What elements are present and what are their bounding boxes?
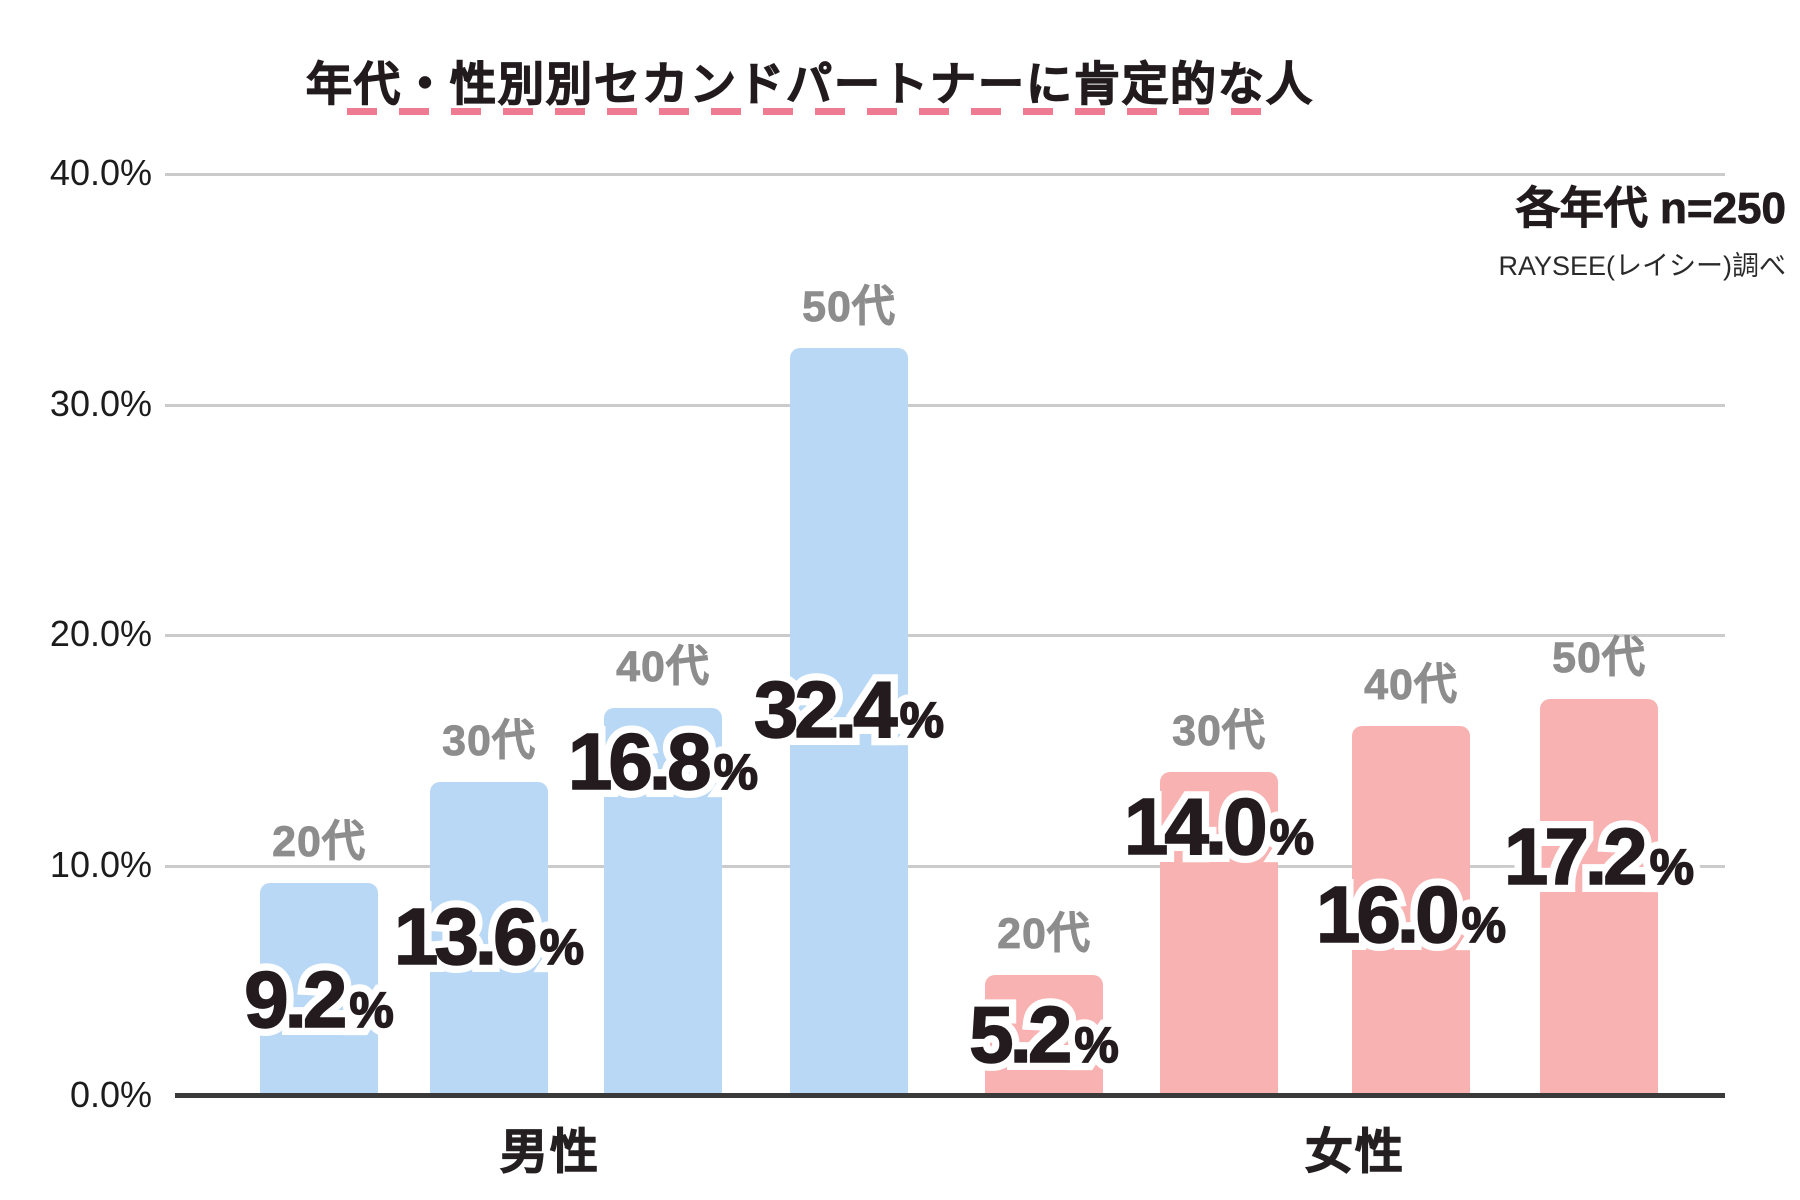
gridline-10pct bbox=[165, 865, 1725, 868]
value-label: 9.2% 9.2% bbox=[236, 952, 402, 1048]
sample-size-note: 各年代 n=250 bbox=[1515, 184, 1786, 234]
y-tick-30: 30.0% bbox=[49, 383, 152, 424]
value-label: 16.0% 16.0% bbox=[1308, 867, 1514, 963]
title-underline-dashed bbox=[347, 108, 1262, 115]
bar bbox=[1540, 699, 1658, 1095]
age-label: 50代 bbox=[1552, 634, 1646, 683]
value-label: 13.6% 13.6% bbox=[386, 889, 592, 985]
x-axis-line bbox=[175, 1093, 1725, 1098]
age-label: 30代 bbox=[442, 717, 536, 766]
bar bbox=[1352, 726, 1470, 1095]
y-tick-40: 40.0% bbox=[49, 152, 152, 193]
bar bbox=[1160, 772, 1278, 1095]
age-label: 50代 bbox=[802, 283, 896, 332]
age-label: 40代 bbox=[616, 643, 710, 692]
value-label: 17.2% 17.2% bbox=[1496, 809, 1702, 905]
value-label: 16.8% 16.8% bbox=[560, 714, 766, 810]
group-label-male: 男性 bbox=[499, 1126, 601, 1180]
gridline-40pct bbox=[165, 173, 1725, 176]
age-label: 20代 bbox=[272, 818, 366, 867]
value-label: 32.4% 32.4% bbox=[746, 662, 952, 758]
bar bbox=[985, 975, 1103, 1095]
gridline-30pct bbox=[165, 404, 1725, 407]
bar bbox=[790, 348, 908, 1095]
group-label-female: 女性 bbox=[1304, 1126, 1406, 1180]
age-label: 20代 bbox=[997, 910, 1091, 959]
age-label: 30代 bbox=[1172, 707, 1266, 756]
gridline-20pct bbox=[165, 634, 1725, 637]
bar bbox=[260, 883, 378, 1095]
annotation-block: 各年代 n=250 RAYSEE(レイシー)調べ bbox=[1498, 172, 1786, 283]
y-tick-20: 20.0% bbox=[49, 613, 152, 654]
source-note: RAYSEE(レイシー)調べ bbox=[1498, 251, 1786, 281]
bar bbox=[430, 782, 548, 1095]
y-tick-0: 0.0% bbox=[69, 1074, 152, 1115]
bar bbox=[604, 708, 722, 1095]
value-label: 5.2% 5.2% bbox=[961, 987, 1127, 1083]
y-tick-10: 10.0% bbox=[49, 844, 152, 885]
chart-title: 年代・性別別セカンドパートナーに肯定的な人 bbox=[305, 57, 1314, 110]
value-label: 14.0% 14.0% bbox=[1116, 779, 1322, 875]
age-label: 40代 bbox=[1364, 661, 1458, 710]
